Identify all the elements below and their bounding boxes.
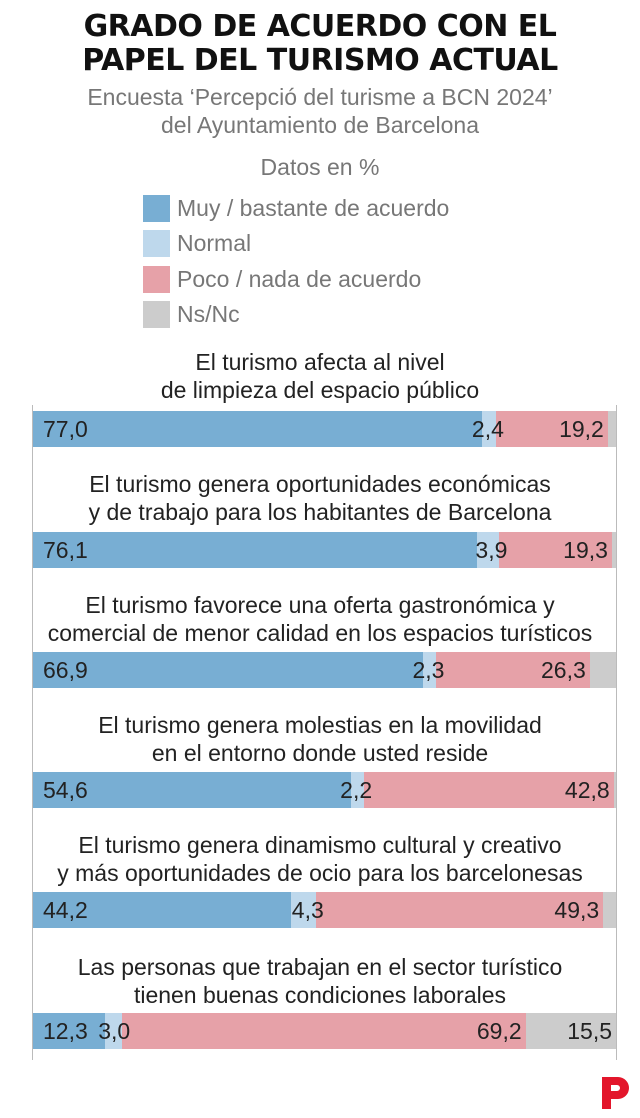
category-label: y más oportunidades de ocio para los bar… [57,860,583,886]
bar-segment-muy [33,652,424,688]
category-label: El turismo favorece una oferta gastronóm… [85,592,555,618]
bar-segment-muy [33,772,352,808]
category-label: comercial de menor calidad en los espaci… [47,620,593,646]
bar-segment-nsnc [603,892,616,928]
bar-row [33,1013,616,1049]
chart-title-line-1: GRADO DE ACUERDO CON EL [83,9,557,44]
bar-segment-normal [351,772,365,808]
legend-item-nsnc: Ns/Nc [143,300,240,330]
legend-item-normal: Normal [143,229,251,259]
data-label: 42,8 [564,777,610,803]
bar-segment-nsnc [589,652,616,688]
bar-segment-nsnc [607,411,616,447]
bar-segment-nsnc [613,772,616,808]
bar-segment-poco [315,892,604,928]
axis-line-right [616,405,617,1060]
data-label: 12,3 [43,1018,88,1044]
data-label: 77,0 [43,416,88,442]
category-label: en el entorno donde usted reside [151,740,489,766]
bar-segment-normal [104,1013,123,1049]
category-label: y de trabajo para los habitantes de Barc… [88,499,552,525]
data-label: 3,9 [475,537,508,563]
data-label: 15,5 [567,1018,612,1044]
bar-segment-poco [122,1013,526,1049]
category-label: tienen buenas condiciones laborales [133,982,507,1008]
legend-label: Poco / nada de acuerdo [177,265,422,292]
legend-label: Muy / bastante de acuerdo [177,194,450,221]
bar-segment-normal [423,652,437,688]
bar-row [33,892,616,928]
chart-subtitle-line-1: Encuesta ‘Percepció del turisme a BCN 20… [87,84,553,110]
data-label: 2,3 [412,657,445,683]
bar-segment-normal [476,532,500,568]
bar-segment-nsnc [611,532,616,568]
bar-segment-poco [364,772,614,808]
bar-segment-poco [495,411,608,447]
units-note: Datos en % [260,154,380,180]
bar-segment-normal [290,892,316,928]
publisher-logo-icon [602,1077,629,1109]
bar-segment-poco [499,532,612,568]
data-label: 4,3 [291,897,324,923]
legend-swatch [143,230,170,257]
data-label: 76,1 [43,537,88,563]
category-label: Las personas que trabajan en el sector t… [77,954,563,980]
data-label: 54,6 [43,777,88,803]
category-label: El turismo genera dinamismo cultural y c… [78,832,562,858]
bar-segment-muy [33,1013,105,1049]
bar-segment-poco [436,652,590,688]
legend-item-poco: Poco / nada de acuerdo [143,264,421,294]
data-label: 19,2 [559,416,604,442]
legend-swatch [143,194,170,222]
bar-segment-muy [33,411,482,447]
data-label: 19,3 [563,537,608,563]
data-label: 44,2 [43,897,88,923]
data-label: 49,3 [554,897,600,923]
bar-row [33,772,616,808]
chart-subtitle-line-2: del Ayuntamiento de Barcelona [161,112,479,138]
bar-segment-muy [33,892,291,928]
legend-swatch [143,301,170,328]
bar-row [33,411,616,447]
chart-title-line-2: PAPEL DEL TURISMO ACTUAL [82,43,558,78]
category-label: El turismo genera oportunidades económic… [89,471,551,497]
category-label: de limpieza del espacio público [160,377,480,403]
data-label: 66,9 [43,657,88,683]
data-label: 26,3 [541,657,586,683]
legend-item-muy: Muy / bastante de acuerdo [143,193,449,223]
bar-segment-nsnc [525,1013,616,1049]
data-label: 2,2 [340,777,373,803]
category-label: El turismo afecta al nivel [195,349,445,375]
data-label: 69,2 [476,1018,522,1044]
bar-row [33,532,616,568]
bar-segment-normal [481,411,496,447]
legend-swatch [143,265,170,293]
data-label: 3,0 [98,1018,131,1044]
axis-line-left [32,405,33,1060]
bar-row [33,652,616,688]
category-label: El turismo genera molestias en la movili… [98,712,542,738]
legend-label: Ns/Nc [177,301,240,327]
legend-label: Normal [177,230,252,256]
data-label: 2,4 [471,416,504,442]
bar-segment-muy [33,532,477,568]
